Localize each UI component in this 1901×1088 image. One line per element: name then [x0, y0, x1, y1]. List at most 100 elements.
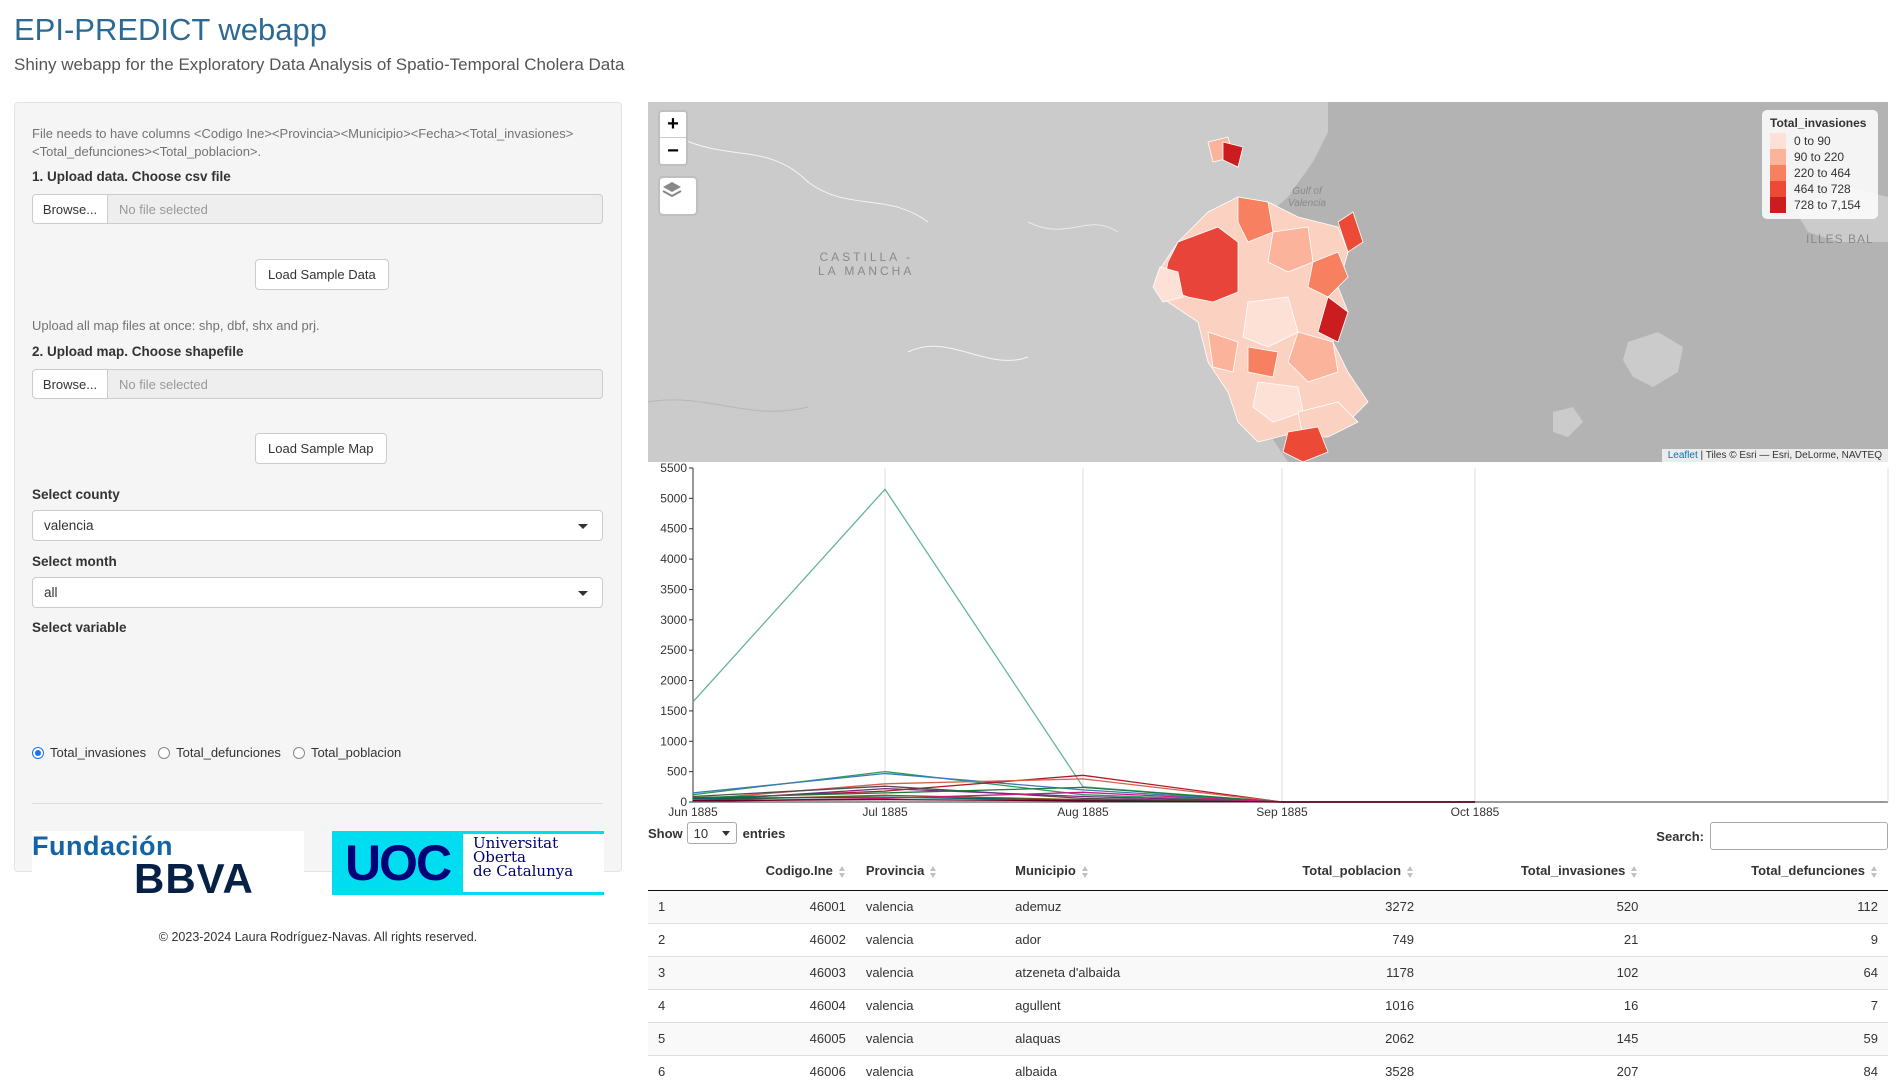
chevron-down-icon	[578, 591, 588, 596]
layers-control[interactable]	[658, 176, 698, 216]
y-tick-label: 3500	[660, 582, 687, 596]
table-cell: ador	[1005, 922, 1210, 956]
entries-select[interactable]: 10	[686, 822, 737, 844]
map-upload-label: 2. Upload map. Choose shapefile	[32, 344, 244, 359]
table-cell: 112	[1648, 889, 1888, 923]
sort-icon	[1871, 865, 1878, 878]
logo-text: Oberta	[473, 848, 526, 866]
month-label: Select month	[32, 554, 117, 569]
table-cell: 145	[1424, 1021, 1649, 1055]
table-row[interactable]: 6 46006 valencia albaida 3528 207 84	[648, 1054, 1888, 1088]
table-row[interactable]: 4 46004 valencia agullent 1016 16 7	[648, 988, 1888, 1022]
legend-item: 220 to 464	[1770, 165, 1870, 181]
table-cell: 21	[1424, 922, 1649, 956]
radio-total-defunciones[interactable]: Total_defunciones	[158, 745, 281, 760]
table-cell: 5	[648, 1021, 693, 1055]
x-tick-label: Jun 1885	[668, 805, 718, 819]
radio-checked-icon[interactable]	[32, 746, 44, 759]
legend-label: 0 to 90	[1794, 134, 1831, 148]
uoc-logo-text: Universitat Oberta de Catalunya	[463, 831, 604, 895]
table-row[interactable]: 3 46003 valencia atzeneta d'albaida 1178 102 6…	[648, 955, 1888, 989]
sort-icon	[1081, 865, 1089, 878]
csv-help-text: File needs to have columns <Codigo Ine><…	[32, 126, 574, 159]
map-region-label: CASTILLA - LA MANCHA	[818, 250, 915, 278]
table-cell: 46001	[692, 889, 856, 923]
month-select[interactable]: all	[32, 577, 603, 608]
search-input[interactable]	[1710, 822, 1888, 850]
table-cell: 46003	[692, 955, 856, 989]
map-browse-button[interactable]: Browse...	[32, 369, 108, 399]
radio-label: Total_invasiones	[50, 745, 147, 760]
table-row[interactable]: 2 46002 valencia ador 749 21 9	[648, 922, 1888, 956]
x-tick-label: Sep 1885	[1256, 805, 1308, 819]
variable-label: Select variable	[32, 620, 127, 635]
table-cell: 7	[1648, 988, 1888, 1022]
column-header[interactable]: Total_poblacion	[1209, 852, 1425, 891]
column-header	[648, 852, 693, 891]
table-cell: 4	[648, 988, 693, 1022]
table-controls: Show 10 entries Search:	[648, 822, 1888, 852]
chevron-down-icon	[721, 831, 730, 836]
x-tick-label: Jul 1885	[862, 805, 908, 819]
table-cell: 1178	[1209, 955, 1425, 989]
zoom-in-button[interactable]: +	[660, 112, 686, 138]
zoom-out-button[interactable]: −	[667, 139, 679, 162]
chevron-down-icon	[578, 524, 588, 529]
column-header[interactable]: Total_invasiones	[1424, 852, 1649, 891]
y-tick-label: 2500	[660, 643, 687, 657]
shapefile-input[interactable]: Browse... No file selected	[32, 369, 603, 399]
y-tick-label: 4000	[660, 552, 687, 566]
table-cell: 16	[1424, 988, 1649, 1022]
map-help-text: Upload all map files at once: shp, dbf, …	[32, 318, 320, 333]
table-row[interactable]: 1 46001 valencia ademuz 3272 520 112	[648, 889, 1888, 923]
csv-browse-button[interactable]: Browse...	[32, 194, 108, 224]
radio-unchecked-icon[interactable]	[292, 746, 305, 759]
map-region-label: ILLES BAL	[1806, 232, 1874, 246]
uoc-logo: UOC Universitat Oberta de Catalunya	[332, 831, 604, 895]
table-cell: ademuz	[1005, 889, 1210, 923]
column-header-label: Total_poblacion	[1302, 863, 1402, 879]
legend-item: 0 to 90	[1770, 133, 1870, 149]
table-cell: 102	[1424, 955, 1649, 989]
column-header-label: Codigo.Ine	[765, 863, 833, 879]
radio-unchecked-icon[interactable]	[158, 746, 171, 759]
legend-swatch	[1770, 133, 1786, 149]
table-row[interactable]: 5 46005 valencia alaquas 2062 145 59	[648, 1021, 1888, 1055]
column-header-label: Municipio	[1015, 863, 1076, 879]
column-header[interactable]: Codigo.Ine	[692, 852, 856, 891]
column-header[interactable]: Municipio	[1005, 852, 1210, 891]
leaflet-link[interactable]: Leaflet	[1667, 450, 1698, 461]
column-header[interactable]: Provincia	[855, 852, 1006, 891]
csv-file-input[interactable]: Browse... No file selected	[32, 194, 603, 224]
load-sample-data-button[interactable]: Load Sample Data	[255, 259, 389, 290]
load-sample-map-button[interactable]: Load Sample Map	[255, 433, 387, 464]
sort-icon	[1631, 865, 1638, 878]
table-cell: 520	[1424, 889, 1649, 923]
choropleth-map[interactable]: CASTILLA - LA MANCHA Gulf of Valencia ILLE…	[648, 102, 1888, 462]
table-cell: 2	[648, 922, 693, 956]
logo-text: de Catalunya	[473, 862, 574, 880]
column-header-label: Provincia	[865, 863, 925, 879]
radio-total-invasiones[interactable]: Total_invasiones	[32, 745, 146, 760]
time-series-chart: 0 500 1000 1500 2000 2500 3000 3500 4000 4500 5000…	[660, 462, 1889, 819]
table-cell: 46005	[692, 1021, 856, 1055]
legend-label: 220 to 464	[1794, 166, 1851, 180]
legend-title: Total_invasiones	[1770, 116, 1867, 130]
radio-total-poblacion[interactable]: Total_poblacion	[292, 745, 401, 760]
county-select[interactable]: valencia	[32, 510, 603, 541]
csv-upload-label: 1. Upload data. Choose csv file	[32, 169, 231, 184]
column-header[interactable]: Total_defunciones	[1648, 852, 1888, 891]
table-cell: 46004	[692, 988, 856, 1022]
table-cell: alaquas	[1005, 1021, 1210, 1055]
page-title: EPI-PREDICT webapp	[14, 12, 327, 47]
sidebar-panel: File needs to have columns <Codigo Ine><…	[14, 102, 622, 944]
valencia-province	[1152, 136, 1369, 462]
table-cell: 2062	[1209, 1021, 1425, 1055]
legend-swatch	[1770, 165, 1786, 181]
logo-text: BBVA	[134, 855, 254, 902]
table-cell: 64	[1648, 955, 1888, 989]
search-control: Search:	[1656, 822, 1888, 850]
y-tick-label: 5500	[660, 462, 687, 475]
table-cell: 1016	[1209, 988, 1425, 1022]
table-cell: valencia	[855, 955, 1006, 989]
